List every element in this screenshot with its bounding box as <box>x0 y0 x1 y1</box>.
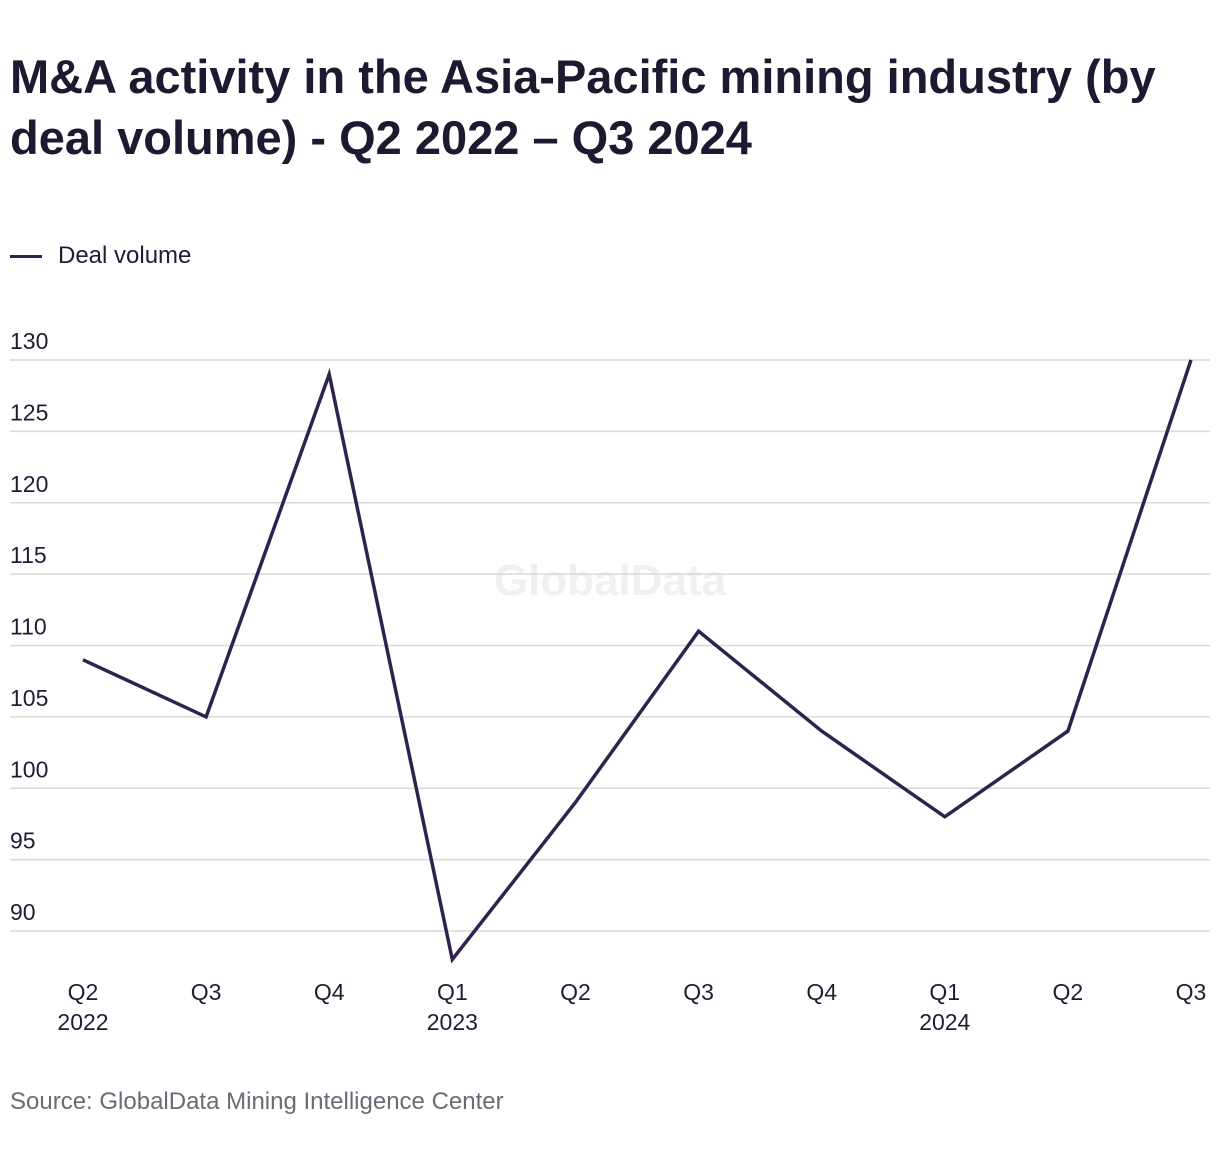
x-tick-label: Q4 <box>314 979 345 1005</box>
y-tick-label: 100 <box>10 756 48 782</box>
x-tick-label: Q1 <box>437 979 468 1005</box>
legend: Deal volume <box>10 242 191 270</box>
source-note: Source: GlobalData Mining Intelligence C… <box>10 1088 504 1115</box>
y-tick-label: 125 <box>10 399 48 425</box>
x-tick-label: Q4 <box>806 979 837 1005</box>
y-tick-label: 115 <box>10 542 47 568</box>
x-tick-label: Q2 <box>68 979 99 1005</box>
x-tick-year-label: 2023 <box>427 1009 478 1035</box>
y-tick-label: 110 <box>10 614 47 640</box>
x-tick-label: Q3 <box>1176 979 1207 1005</box>
chart-title: M&A activity in the Asia-Pacific mining … <box>10 50 1156 164</box>
x-tick-year-label: 2022 <box>57 1009 108 1035</box>
y-tick-label: 90 <box>10 899 36 925</box>
x-tick-label: Q1 <box>929 979 960 1005</box>
y-tick-label: 130 <box>10 328 48 354</box>
x-tick-label: Q3 <box>683 979 714 1005</box>
series-line-deal-volume <box>82 359 1193 964</box>
legend-label: Deal volume <box>58 242 192 269</box>
x-tick-label: Q2 <box>560 979 591 1005</box>
watermark: GlobalData <box>494 556 727 605</box>
legend-swatch <box>10 254 42 258</box>
y-tick-label: 105 <box>10 685 48 711</box>
x-tick-year-label: 2024 <box>919 1009 970 1035</box>
y-tick-label: 95 <box>10 828 36 854</box>
x-tick-label: Q3 <box>191 979 222 1005</box>
x-tick-label: Q2 <box>1053 979 1084 1005</box>
y-tick-label: 120 <box>10 471 48 497</box>
